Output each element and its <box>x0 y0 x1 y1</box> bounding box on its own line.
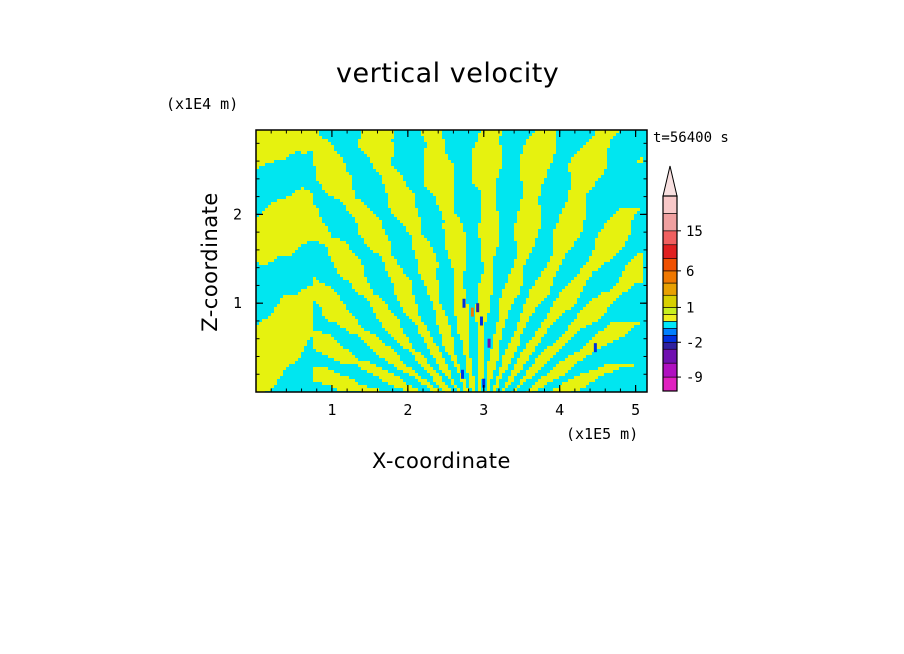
colorbar-bin <box>662 258 678 272</box>
x-tick-label: 4 <box>555 401 564 419</box>
colorbar-bin <box>662 282 678 296</box>
colorbar-frame <box>662 195 678 392</box>
y-scale-label: (x1E4 m) <box>166 95 239 113</box>
velocity-cell <box>487 338 491 348</box>
velocity-cell <box>462 298 466 308</box>
colorbar-bin <box>662 362 678 378</box>
colorbar-bin <box>662 376 678 392</box>
colorbar-bin <box>662 213 678 232</box>
x-tick-label: 3 <box>479 401 488 419</box>
velocity-cell <box>593 343 597 353</box>
colorbar-bin <box>662 244 678 259</box>
colorbar-bin <box>662 270 678 284</box>
colorbar-label: 15 <box>686 224 703 240</box>
colorbar-bin <box>662 294 678 308</box>
x-axis-label: X-coordinate <box>372 449 511 473</box>
colorbar-bin <box>662 195 678 214</box>
x-tick-label: 5 <box>631 401 640 419</box>
colorbar-bin <box>662 307 678 315</box>
velocity-cell <box>470 307 474 317</box>
colorbar-bin <box>662 328 678 336</box>
x-tick-label: 1 <box>327 401 336 419</box>
velocity-cell <box>479 316 483 326</box>
velocity-cell <box>460 369 464 379</box>
colorbar-label: 1 <box>686 300 694 316</box>
velocity-cell <box>482 378 486 388</box>
y-tick-label: 1 <box>233 294 242 312</box>
colorbar-label: -9 <box>686 370 703 386</box>
colorbar-label: 6 <box>686 264 694 280</box>
time-label: t=56400 s <box>653 130 729 146</box>
x-scale-label: (x1E5 m) <box>566 425 639 443</box>
colorbar-bin <box>662 334 678 343</box>
y-tick-label: 2 <box>233 205 242 223</box>
field-contours <box>256 130 643 392</box>
colorbar-bin <box>662 314 678 322</box>
colorbar-bin <box>662 348 678 364</box>
plot-frame <box>255 129 648 393</box>
chart-title: vertical velocity <box>336 58 560 89</box>
colorbar-extend-triangle <box>662 165 678 197</box>
colorbar-bin <box>662 321 678 329</box>
x-tick-label: 2 <box>403 401 412 419</box>
velocity-cell <box>476 303 480 313</box>
colorbar-label: -2 <box>686 335 703 351</box>
colorbar-bin <box>662 230 678 246</box>
colorbar-bin <box>662 341 678 350</box>
